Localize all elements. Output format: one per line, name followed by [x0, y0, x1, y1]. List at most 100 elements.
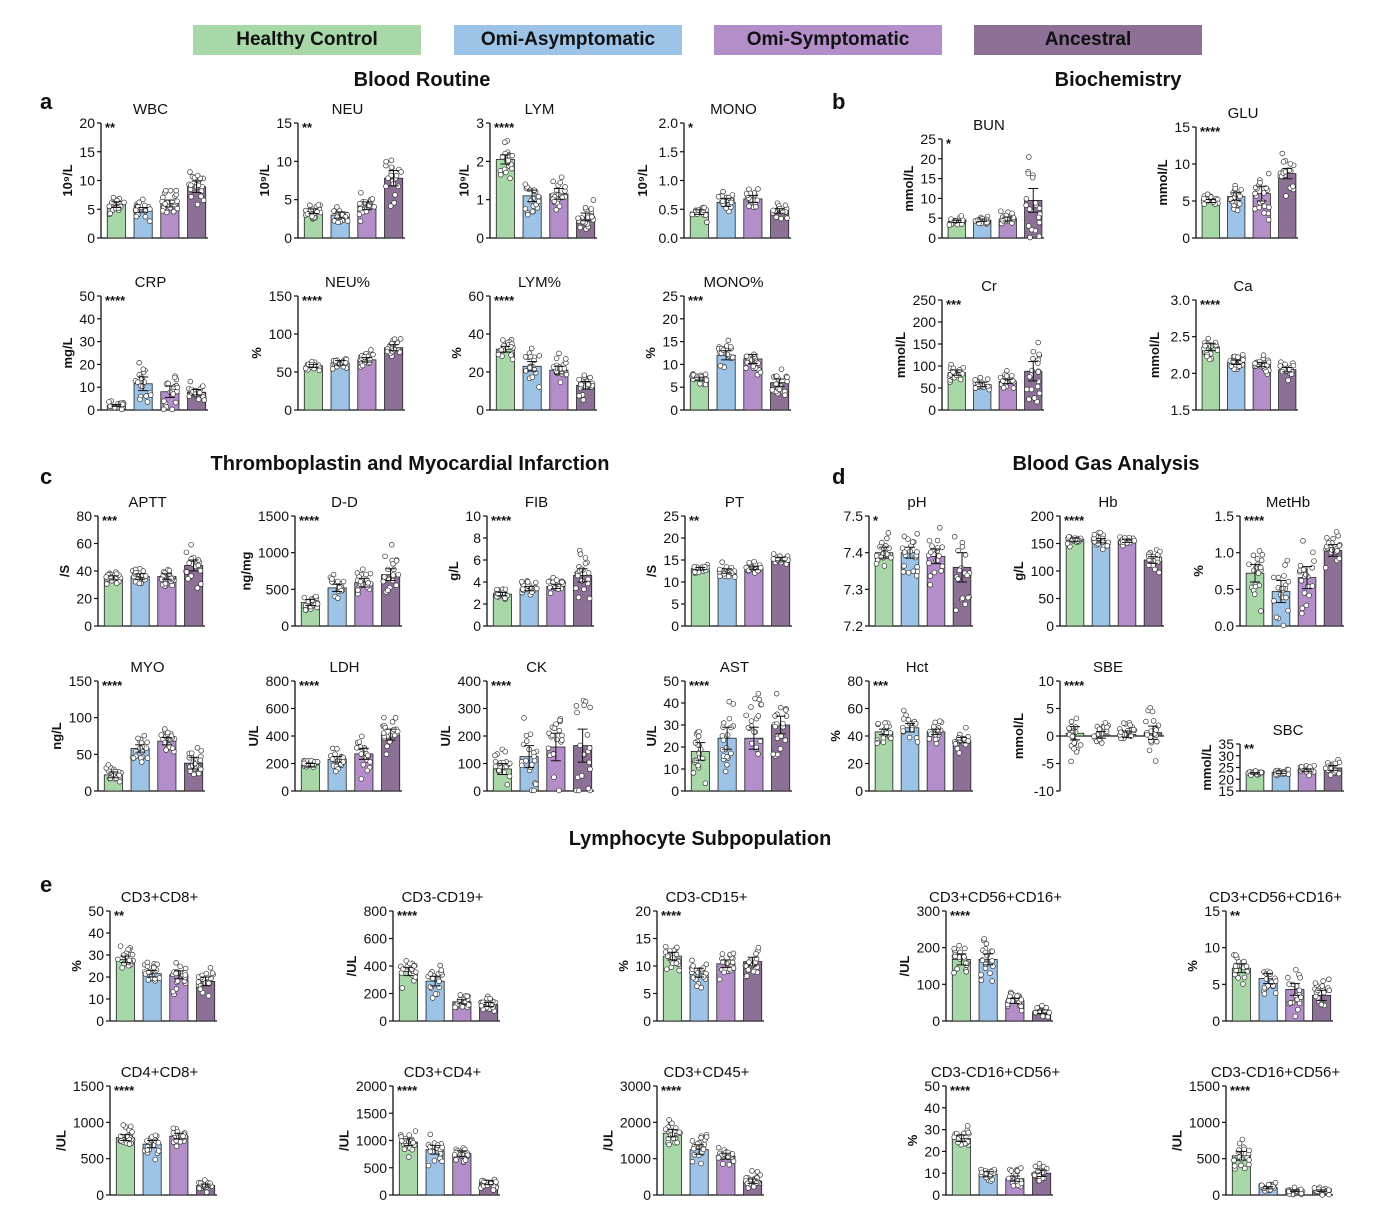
data-point [948, 216, 954, 222]
data-point [982, 961, 989, 968]
y-tick-label: 40 [847, 728, 863, 744]
chart-wbc: WBC 0 5 10 15 20 10⁹/L ** [60, 101, 208, 246]
data-point [1300, 566, 1307, 573]
panel-letter-c: c [40, 464, 53, 489]
data-point [587, 704, 593, 711]
chart-title: Cr [981, 278, 997, 295]
data-point [926, 560, 932, 566]
data-point [135, 379, 141, 385]
data-point [1096, 726, 1103, 732]
significance-stars: **** [661, 1083, 682, 1098]
data-point [329, 756, 336, 762]
data-point [1025, 170, 1032, 177]
y-tick-label: 0 [1046, 618, 1054, 634]
significance-stars: ** [105, 120, 116, 135]
data-point [209, 970, 216, 976]
chart-title: Ca [1233, 278, 1253, 295]
y-tick-label: 200 [364, 986, 388, 1002]
y-tick-label: 0 [928, 230, 936, 246]
data-point [674, 1139, 680, 1146]
data-point [464, 1152, 471, 1158]
data-point [1285, 377, 1291, 384]
data-point [1332, 760, 1339, 767]
data-point [729, 354, 736, 361]
data-point [1336, 555, 1343, 562]
data-point [302, 607, 309, 613]
data-point [1265, 170, 1272, 177]
data-point [883, 723, 890, 730]
data-point [1234, 207, 1241, 214]
data-point [393, 558, 400, 564]
y-tick-label: 15 [662, 334, 678, 350]
legend-healthy-control: Healthy Control [193, 25, 421, 55]
y-tick-label: 0 [643, 1187, 651, 1203]
data-point [1035, 339, 1041, 346]
y-tick-label: 20 [663, 739, 679, 755]
data-point [495, 351, 502, 358]
data-point [951, 945, 957, 952]
y-tick-label: 15 [1218, 783, 1234, 799]
y-tick-label: 100 [913, 358, 937, 374]
y-tick-label: 150 [913, 336, 937, 352]
data-point [309, 213, 315, 220]
y-tick-label: 40 [76, 563, 92, 579]
data-point [115, 956, 121, 963]
y-tick-label: 60 [468, 288, 484, 304]
chart-title: CD3+CD56+CD16+ [929, 889, 1062, 906]
data-point [105, 762, 112, 768]
data-point [750, 363, 757, 370]
data-point [1280, 622, 1287, 629]
data-point [1261, 991, 1268, 997]
bar [1091, 540, 1111, 627]
data-point [383, 751, 390, 758]
data-point [952, 953, 958, 960]
y-tick-label: 1000 [73, 1114, 104, 1130]
data-point [901, 533, 908, 540]
data-point [1235, 975, 1241, 981]
chart-cd3cd4: CD3+CD4+ 0 500 1000 1500 2000/UL **** [337, 1064, 500, 1203]
data-point [719, 951, 726, 957]
data-point [1036, 351, 1042, 358]
data-point [1256, 548, 1263, 554]
y-tick-label: 3.0 [1171, 292, 1191, 308]
chart-ldh: LDH 0 200 400 600 800 U/L **** [246, 659, 402, 799]
data-point [1235, 354, 1241, 360]
data-point [183, 549, 190, 556]
significance-stars: ** [1244, 741, 1255, 756]
data-point [743, 190, 750, 197]
data-point [724, 960, 730, 967]
y-tick-label: 2.5 [1171, 329, 1191, 345]
data-point [1149, 708, 1156, 715]
legend-omi-symptomatic: Omi-Symptomatic [714, 25, 942, 55]
data-point [725, 1149, 731, 1156]
data-point [1006, 997, 1012, 1004]
y-tick-label: 0 [473, 783, 481, 799]
y-axis-label: % [249, 347, 264, 359]
data-point [914, 564, 920, 570]
y-tick-label: 60 [76, 536, 92, 552]
data-point [755, 751, 761, 757]
data-point [1018, 1007, 1025, 1014]
data-point [169, 745, 176, 752]
data-point [363, 571, 369, 578]
y-tick-label: 8 [473, 530, 481, 546]
data-point [1152, 758, 1159, 764]
data-point [385, 587, 391, 594]
data-point [900, 569, 907, 575]
data-point [344, 218, 351, 224]
y-tick-label: 0 [284, 230, 292, 246]
chart-title: SBE [1093, 659, 1123, 676]
data-point [972, 377, 978, 383]
data-point [1257, 179, 1263, 186]
data-point [554, 736, 560, 743]
y-tick-label: 0 [643, 1013, 651, 1029]
data-point [185, 576, 191, 582]
data-point [195, 396, 202, 403]
chart-title: CD3-CD16+CD56+ [931, 1064, 1060, 1081]
chart-ck: CK 0 100 200 300 400 U/L **** [438, 659, 594, 799]
data-point [161, 398, 167, 404]
data-point [1285, 974, 1291, 981]
data-point [720, 1161, 726, 1167]
significance-stars: **** [1230, 1083, 1251, 1098]
data-point [180, 1133, 186, 1139]
